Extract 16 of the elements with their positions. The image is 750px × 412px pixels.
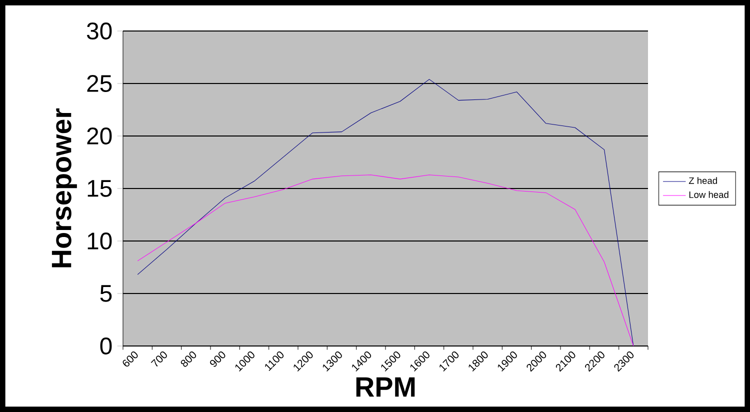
y-tick-label: 0 <box>100 338 112 354</box>
line-series <box>137 174 634 346</box>
y-tick-label: 20 <box>87 128 112 144</box>
y-tick-label: 25 <box>87 75 112 92</box>
legend-label: Z head <box>688 177 717 184</box>
x-axis-title: RPM <box>356 377 415 397</box>
x-tick-label: 700 <box>150 351 167 367</box>
y-tick-label: 10 <box>88 232 112 250</box>
x-tick-label: 600 <box>122 351 138 367</box>
x-tick-label: 800 <box>180 351 196 367</box>
y-tick-label: 5 <box>100 285 112 302</box>
y-tick-label: 15 <box>88 180 112 197</box>
legend-label: Low head <box>689 191 728 198</box>
x-tick-label: 900 <box>210 351 226 367</box>
y-axis-title: Horsepower <box>52 108 77 268</box>
y-tick-label: 30 <box>86 22 112 40</box>
